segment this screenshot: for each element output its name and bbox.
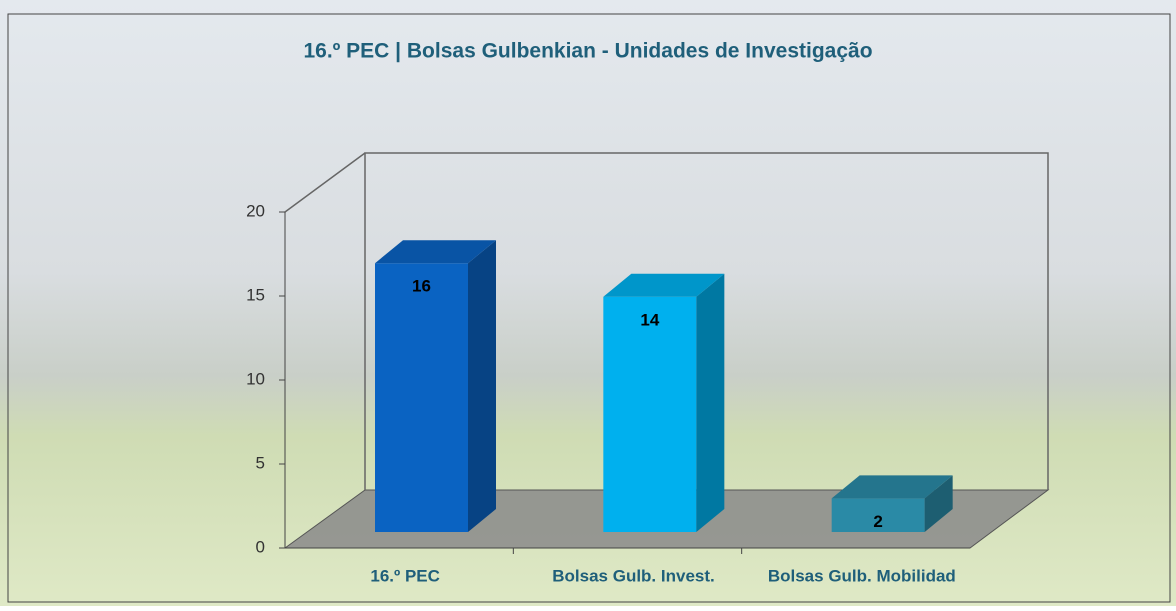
value-label: 14 xyxy=(640,310,659,329)
bar-side xyxy=(696,273,725,532)
y-tick-label: 0 xyxy=(256,537,265,556)
x-tick-label: Bolsas Gulb. Mobilidad xyxy=(768,566,956,585)
bar-front xyxy=(831,498,925,532)
y-tick-label: 10 xyxy=(246,369,265,388)
side-wall xyxy=(284,152,366,213)
value-label: 2 xyxy=(873,512,882,531)
bar xyxy=(603,273,725,532)
y-tick-label: 20 xyxy=(246,201,265,220)
frame xyxy=(7,13,1171,603)
bar-top xyxy=(603,273,725,297)
bar xyxy=(831,475,953,532)
y-tick-label: 5 xyxy=(256,453,265,472)
chart-title: 16.º PEC | Bolsas Gulbenkian - Unidades … xyxy=(303,40,872,63)
bar-side xyxy=(924,475,953,532)
back-wall xyxy=(364,152,1049,490)
bar-side xyxy=(468,240,496,532)
bar xyxy=(375,240,496,532)
y-tick-label: 15 xyxy=(246,285,265,304)
x-tick-label: 16.º PEC xyxy=(370,566,440,585)
bar-front xyxy=(603,296,697,532)
bar-top xyxy=(831,475,953,499)
bar-top xyxy=(375,240,496,264)
bar-front xyxy=(375,263,468,532)
value-label: 16 xyxy=(412,277,431,296)
x-tick-label: Bolsas Gulb. Invest. xyxy=(552,566,715,585)
